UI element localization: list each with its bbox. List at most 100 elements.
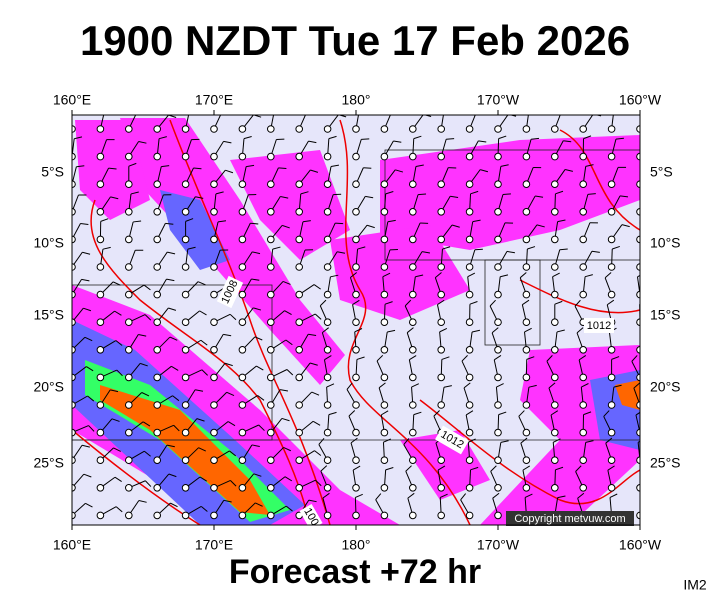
barb-flag [640, 191, 648, 194]
barb-flag [606, 299, 615, 306]
lat-label: 25°S [33, 455, 64, 471]
barb-station [465, 456, 474, 465]
barb-shaft [639, 265, 640, 267]
barb-flag [403, 438, 410, 445]
isobars [72, 119, 640, 525]
barb-flag [489, 299, 496, 307]
barb-flag [199, 476, 208, 482]
barb-station [238, 208, 247, 216]
barb-station [352, 456, 360, 465]
barb-station [125, 511, 133, 520]
barb-flag [133, 220, 142, 223]
barb-flag [311, 391, 320, 396]
barb-flag [313, 284, 321, 290]
barb-flag [546, 355, 553, 362]
barb-station [210, 511, 218, 520]
barb-station [409, 208, 417, 216]
barb-flag [308, 140, 317, 144]
barb-flag [246, 164, 255, 168]
barb-flag [171, 365, 179, 371]
barb-station [352, 235, 360, 244]
region-boxes [72, 149, 640, 441]
barb-flag [468, 438, 476, 443]
barb-flag [279, 389, 289, 392]
barb-flag [527, 246, 536, 250]
barb-flag [535, 195, 544, 198]
barb-station [409, 318, 417, 327]
copyright: Copyright metvuw.com [514, 513, 625, 525]
barb-station [153, 125, 161, 133]
barb-flag [199, 310, 207, 316]
barb-station [465, 263, 474, 271]
barb-station [522, 235, 531, 244]
image-code: IM2 [683, 577, 707, 593]
barb-station [295, 401, 304, 409]
barb-flag [172, 395, 180, 402]
barb-flag [115, 340, 123, 346]
barb-station [238, 373, 247, 382]
barb-flag [463, 382, 471, 389]
barb-station [437, 456, 446, 465]
barb-flag [352, 299, 360, 305]
barb-flag [437, 299, 445, 306]
barb-flag [226, 391, 235, 397]
barb-station [181, 346, 190, 354]
isobar [419, 399, 640, 505]
barb-station [352, 373, 360, 382]
barb-station [579, 180, 588, 188]
barb-station [437, 373, 446, 382]
barb-station [437, 511, 446, 520]
barb-flag [640, 467, 648, 470]
barb-station [380, 208, 389, 216]
barb-station [96, 401, 105, 409]
barb-flag [222, 113, 230, 114]
barb-station [238, 401, 247, 409]
barb-flag [84, 336, 93, 342]
barb-flag [500, 440, 509, 443]
barb-flag [80, 223, 89, 226]
barb-station [607, 152, 616, 161]
barb-station [551, 235, 559, 244]
barb-station [72, 263, 76, 271]
wind-barbs [72, 113, 648, 520]
barb-flag [251, 444, 260, 447]
barb-station [153, 511, 161, 520]
barb-flag [584, 274, 593, 278]
region-box [484, 259, 541, 346]
barb-station [96, 235, 105, 244]
barb-station [494, 346, 502, 354]
barb-flag [139, 362, 148, 367]
barb-flag [441, 356, 450, 360]
barb-flag [102, 246, 111, 250]
barb-station [380, 263, 389, 271]
barb-flag [381, 410, 389, 416]
barb-flag [253, 307, 262, 311]
barb-flag [607, 465, 615, 471]
barb-station [409, 484, 417, 492]
barb-flag [130, 191, 139, 195]
barb-flag [217, 220, 227, 223]
barb-flag [284, 310, 292, 315]
barb-flag [639, 303, 640, 305]
barb-station [522, 401, 531, 409]
barb-flag [229, 450, 237, 457]
barb-station [494, 511, 502, 520]
barb-flag [278, 167, 287, 169]
isobar-label-box [435, 425, 469, 455]
barb-flag [258, 424, 265, 431]
barb-flag [251, 278, 260, 281]
barb-station [409, 346, 417, 354]
barb-station [153, 180, 161, 188]
barb-station [153, 152, 161, 161]
barb-station [522, 318, 531, 327]
lon-label: 160°W [619, 92, 662, 108]
barb-flag [158, 136, 167, 140]
barb-station [551, 346, 559, 354]
barb-station [125, 484, 133, 492]
graticule-labels: 160°E 160°E 170°E 170°E 180° 180° 170°W 170°W 16… [33, 92, 680, 553]
barb-station [267, 290, 275, 299]
barb-station [494, 456, 502, 465]
barb-flag [112, 281, 121, 286]
barb-station [153, 290, 161, 299]
isobar-label-box [584, 318, 614, 333]
